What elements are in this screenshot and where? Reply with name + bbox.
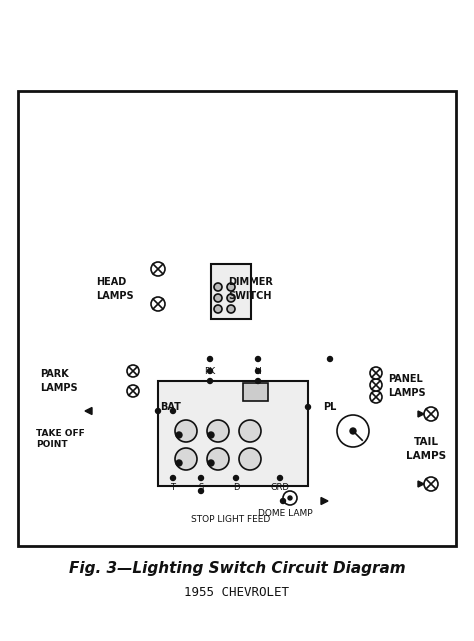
Circle shape [281, 499, 285, 503]
Bar [18, 91, 456, 546]
Text: S: S [199, 483, 204, 492]
Text: DOME LAMP: DOME LAMP [258, 508, 313, 517]
Circle shape [227, 305, 235, 313]
Circle shape [151, 262, 165, 276]
Bar [158, 381, 308, 486]
Circle shape [227, 294, 235, 302]
Circle shape [199, 488, 203, 494]
Circle shape [370, 367, 382, 379]
Polygon shape [418, 481, 424, 487]
Circle shape [199, 476, 203, 481]
Text: TAIL
LAMPS: TAIL LAMPS [406, 437, 446, 461]
Circle shape [175, 420, 197, 442]
Circle shape [277, 476, 283, 481]
Circle shape [127, 365, 139, 377]
Circle shape [176, 460, 182, 466]
Text: BAT: BAT [160, 402, 181, 412]
Circle shape [288, 496, 292, 500]
Polygon shape [418, 411, 424, 417]
Bar [153, 359, 373, 501]
Polygon shape [321, 497, 328, 504]
Text: STOP LIGHT FEED: STOP LIGHT FEED [191, 515, 270, 524]
Circle shape [208, 432, 214, 438]
Circle shape [255, 369, 261, 374]
Text: HEAD
LAMPS: HEAD LAMPS [96, 278, 134, 301]
Text: Fig. 3—Lighting Switch Circuit Diagram: Fig. 3—Lighting Switch Circuit Diagram [69, 562, 405, 576]
Bar [211, 264, 251, 319]
Text: PK: PK [204, 367, 216, 376]
Circle shape [207, 448, 229, 470]
Circle shape [255, 378, 261, 383]
Circle shape [306, 404, 310, 410]
Circle shape [239, 448, 261, 470]
Circle shape [214, 283, 222, 291]
Circle shape [227, 283, 235, 291]
Circle shape [234, 476, 238, 481]
Text: T: T [171, 483, 175, 492]
Circle shape [207, 420, 229, 442]
Circle shape [175, 448, 197, 470]
Circle shape [208, 460, 214, 466]
Circle shape [337, 415, 369, 447]
Text: PARK
LAMPS: PARK LAMPS [40, 369, 78, 392]
Text: GRD: GRD [271, 483, 290, 492]
Text: PANEL
LAMPS: PANEL LAMPS [388, 374, 426, 397]
Circle shape [350, 428, 356, 434]
Circle shape [127, 385, 139, 397]
Circle shape [208, 369, 212, 374]
Circle shape [370, 391, 382, 403]
Circle shape [151, 297, 165, 311]
Circle shape [370, 379, 382, 391]
Circle shape [214, 305, 222, 313]
Circle shape [208, 378, 212, 383]
Text: H: H [255, 367, 261, 376]
Circle shape [176, 432, 182, 438]
Circle shape [283, 491, 297, 505]
Circle shape [239, 420, 261, 442]
Circle shape [155, 408, 161, 413]
Circle shape [255, 356, 261, 362]
Circle shape [171, 408, 175, 413]
Circle shape [208, 356, 212, 362]
Bar [243, 383, 268, 401]
Text: PL: PL [323, 402, 337, 412]
Polygon shape [85, 408, 92, 415]
Circle shape [424, 477, 438, 491]
Text: TAKE OFF
POINT: TAKE OFF POINT [36, 429, 85, 449]
Text: 1955 CHEVROLET: 1955 CHEVROLET [184, 587, 290, 599]
Circle shape [171, 476, 175, 481]
Text: DIMMER
SWITCH: DIMMER SWITCH [228, 278, 273, 301]
Circle shape [328, 356, 332, 362]
Text: D: D [233, 483, 239, 492]
Circle shape [214, 294, 222, 302]
Circle shape [424, 407, 438, 421]
